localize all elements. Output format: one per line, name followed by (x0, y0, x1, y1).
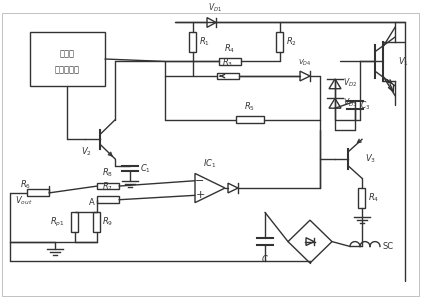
Text: $V_{D4}$: $V_{D4}$ (298, 58, 312, 68)
Text: $V_{D2}$: $V_{D2}$ (343, 77, 357, 89)
Bar (359, 188, 365, 207)
Bar (97, 183, 119, 190)
Bar (219, 58, 241, 65)
Bar (277, 32, 283, 52)
Text: $R_1$: $R_1$ (199, 36, 210, 48)
Text: $R_4$: $R_4$ (224, 42, 236, 54)
Text: $V_{out}$: $V_{out}$ (15, 194, 32, 207)
Text: $R_3$: $R_3$ (222, 57, 234, 69)
Polygon shape (329, 79, 341, 89)
Text: $R_4$: $R_4$ (368, 191, 379, 204)
Polygon shape (207, 18, 216, 27)
Text: +: + (195, 190, 205, 200)
Text: SC: SC (383, 242, 394, 251)
Text: $R_7$: $R_7$ (102, 180, 114, 193)
Text: A: A (89, 198, 95, 207)
Bar (30, 32, 105, 86)
Polygon shape (306, 238, 314, 246)
Text: $V_1$: $V_1$ (398, 55, 409, 68)
Text: $IC_1$: $IC_1$ (203, 157, 217, 169)
Text: $V_{D3}$: $V_{D3}$ (343, 96, 357, 109)
Text: $R_2$: $R_2$ (286, 36, 297, 48)
Polygon shape (329, 98, 341, 108)
Text: $C$: $C$ (261, 253, 269, 264)
Polygon shape (300, 71, 310, 81)
Text: $C_1$: $C_1$ (140, 162, 151, 175)
Text: 软关机电路: 软关机电路 (55, 65, 80, 74)
Bar (93, 213, 101, 232)
Text: $R_{p1}$: $R_{p1}$ (51, 216, 65, 229)
Text: $R_9$: $R_9$ (102, 216, 113, 228)
Text: $R_8$: $R_8$ (102, 167, 114, 179)
Bar (27, 190, 49, 196)
Bar (72, 213, 78, 232)
Text: −: − (195, 176, 205, 186)
Text: $C_3$: $C_3$ (360, 99, 370, 111)
Bar (236, 116, 264, 123)
Text: $V_2$: $V_2$ (81, 146, 92, 158)
Bar (217, 73, 239, 79)
Text: $R_6$: $R_6$ (20, 179, 31, 191)
Polygon shape (228, 183, 238, 193)
Text: $V_{D1}$: $V_{D1}$ (208, 1, 222, 14)
Text: $R_5$: $R_5$ (245, 101, 256, 113)
Text: $V_3$: $V_3$ (365, 153, 376, 165)
Text: 驱动及: 驱动及 (60, 49, 75, 58)
Bar (97, 196, 119, 203)
Bar (189, 32, 197, 52)
